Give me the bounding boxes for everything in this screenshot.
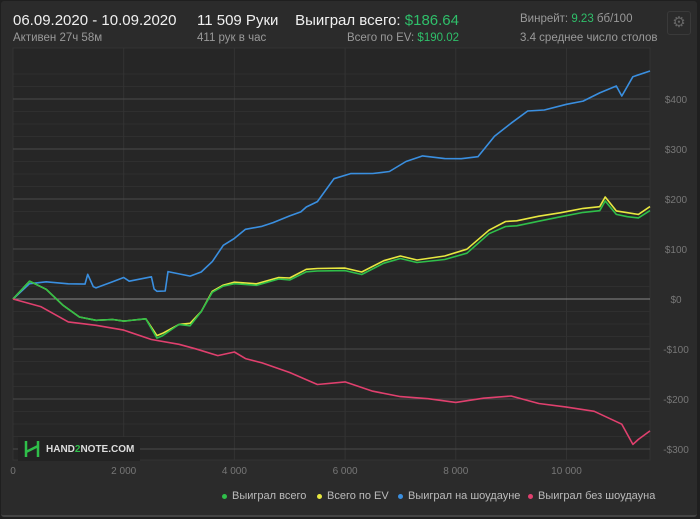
series-line-Выиграл-на-шоудауне — [12, 70, 651, 300]
y-tick-label: -$200 — [663, 395, 689, 406]
y-tick-label: $100 — [665, 245, 688, 256]
y-tick-label: $300 — [665, 145, 688, 156]
hands-per-hour: 411 рук в час — [197, 32, 267, 44]
x-tick-label: 4 000 — [222, 466, 247, 477]
y-tick-label: -$300 — [663, 445, 689, 456]
legend-item-total[interactable]: Выиграл всего — [222, 490, 306, 502]
active-time: Активен 27ч 58м — [13, 32, 103, 44]
winrate-label: Винрейт: — [520, 13, 572, 25]
y-tick-label: $200 — [665, 195, 688, 206]
legend-label: Выиграл на шоудауне — [408, 490, 521, 502]
series-line-Выиграл-без-шоудауна — [12, 298, 651, 446]
hands-count: 11 509 Руки — [197, 12, 279, 29]
ev-value: $190.02 — [417, 32, 459, 44]
legend-item-showdown[interactable]: Выиграл на шоудауне — [398, 490, 520, 502]
settings-button[interactable]: ⚙ — [667, 11, 691, 35]
legend-item-non-showdown[interactable]: Выиграл без шоудауна — [528, 490, 655, 502]
plot-area — [12, 47, 651, 461]
legend-dot — [528, 493, 533, 499]
legend-dot — [398, 493, 403, 499]
series-line-Выиграл-всего — [12, 200, 651, 339]
legend-dot — [317, 493, 322, 499]
legend-label: Выиграл всего — [232, 490, 307, 502]
winrate-unit: бб/100 — [593, 13, 633, 25]
logo-text-3: NOTE.COM — [80, 443, 135, 455]
won-total: Выиграл всего: $186.64 — [295, 12, 459, 29]
logo-icon — [24, 441, 40, 457]
y-tick-label: -$100 — [663, 345, 689, 356]
ev-label: Всего по EV: — [346, 32, 418, 44]
legend-label: Всего по EV — [327, 490, 389, 502]
won-value: $186.64 — [404, 12, 459, 29]
y-tick-label: $400 — [665, 95, 688, 106]
y-tick-label: $0 — [670, 295, 682, 306]
date-range: 06.09.2020 - 10.09.2020 — [13, 12, 177, 29]
avg-tables: 3.4 среднее число столов — [520, 32, 658, 44]
x-tick-label: 0 — [10, 466, 16, 477]
logo-text: HAND — [46, 443, 75, 455]
ev-total: Всего по EV: $190.02 — [347, 32, 459, 44]
x-tick-label: 8 000 — [443, 466, 468, 477]
logo-text-2: 2 — [74, 443, 81, 455]
legend-label: Выиграл без шоудауна — [538, 490, 656, 502]
legend-item-ev[interactable]: Всего по EV — [317, 490, 389, 502]
winrate-value: 9.23 — [571, 13, 594, 25]
legend-dot — [222, 493, 227, 499]
x-tick-label: 2 000 — [111, 466, 136, 477]
gear-icon: ⚙ — [672, 14, 686, 31]
won-label: Выиграл всего: — [295, 12, 405, 29]
x-tick-label: 10 000 — [551, 466, 582, 477]
winrate: Винрейт: 9.23 бб/100 — [520, 13, 632, 25]
x-tick-label: 6 000 — [333, 466, 358, 477]
hand2note-logo: HAND2NOTE.COM — [18, 437, 141, 461]
